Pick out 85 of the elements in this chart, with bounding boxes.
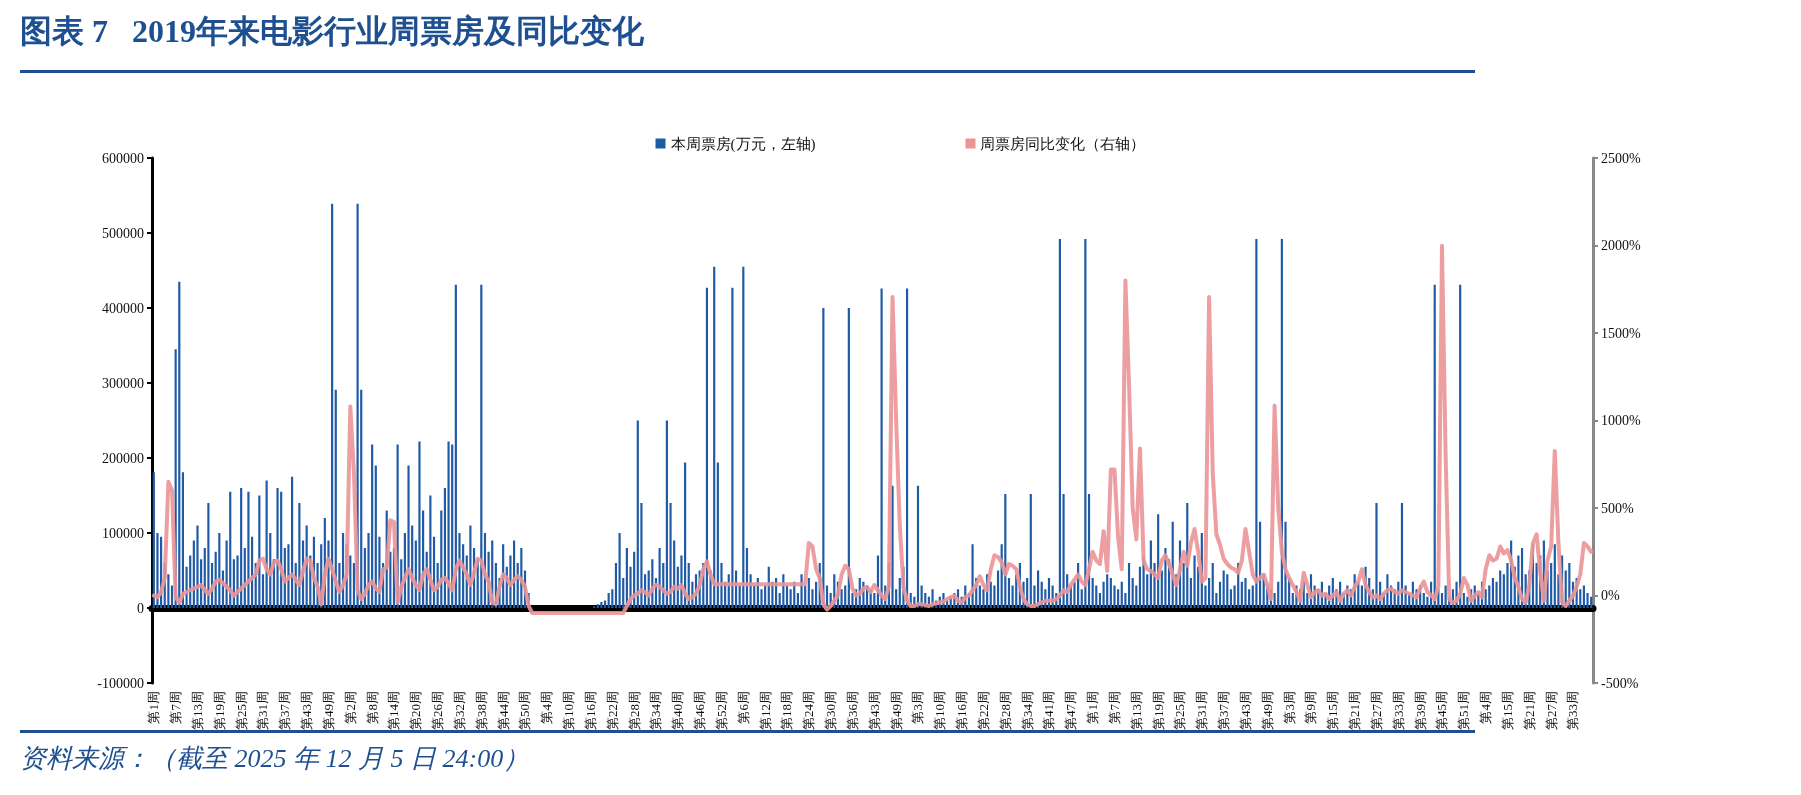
x-tick-label: 第49周 [320, 691, 336, 730]
x-tick-label: 第43周 [866, 691, 882, 730]
x-tick-label: 第14周 [386, 691, 402, 730]
x-tick-label: 第31周 [1194, 691, 1210, 730]
x-tick-label: 第28周 [626, 691, 642, 730]
x-tick-label: 第33周 [1565, 691, 1581, 730]
x-tick-label: 第15周 [1499, 691, 1515, 730]
legend-label: 周票房同比变化（右轴） [980, 135, 1146, 152]
x-tick-label: 第34周 [1019, 691, 1035, 730]
x-tick-label: 第28周 [997, 691, 1013, 730]
x-tick-label: 第3周 [910, 691, 926, 724]
y-tick-label: 300000 [102, 375, 144, 391]
y2-tick-label: -500% [1601, 675, 1639, 691]
y2-tick-label: 500% [1601, 500, 1634, 516]
x-tick-label: 第37周 [1216, 691, 1232, 730]
x-tick-label: 第30周 [823, 691, 839, 730]
x-tick-label: 第19周 [1150, 691, 1166, 730]
x-tick-label: 第16周 [582, 691, 598, 730]
x-tick-label: 第13周 [1128, 691, 1144, 730]
y2-tick-label: 1000% [1601, 413, 1641, 428]
chart-title: 图表 7 2019年来电影行业周票房及同比变化 [20, 10, 1475, 73]
x-tick-label: 第34周 [648, 691, 664, 730]
legend-label: 本周票房(万元，左轴) [670, 135, 816, 153]
x-tick-label: 第22周 [975, 691, 991, 730]
x-tick-label: 第6周 [735, 691, 751, 724]
x-tick-label: 第50周 [517, 691, 533, 730]
x-tick-label: 第38周 [473, 691, 489, 730]
x-tick-label: 第47周 [1063, 691, 1079, 730]
y-tick-label: -100000 [97, 675, 144, 691]
x-tick-label: 第2周 [342, 691, 358, 724]
x-tick-label: 第51周 [1456, 691, 1472, 730]
x-tick-label: 第40周 [670, 691, 686, 730]
y-tick-label: 100000 [102, 525, 144, 541]
x-tick-label: 第52周 [713, 691, 729, 730]
y-tick-label: 400000 [102, 300, 144, 316]
x-tick-label: 第7周 [1106, 691, 1122, 724]
x-tick-label: 第37周 [277, 691, 293, 730]
x-tick-label: 第4周 [539, 691, 555, 724]
x-tick-label: 第36周 [844, 691, 860, 730]
x-tick-label: 第27周 [1368, 691, 1384, 730]
y2-tick-label: 2500% [1601, 150, 1641, 166]
x-tick-label: 第1周 [1085, 691, 1101, 724]
x-tick-label: 第27周 [1543, 691, 1559, 730]
x-tick-label: 第8周 [364, 691, 380, 724]
x-tick-label: 第12周 [757, 691, 773, 730]
x-tick-label: 第33周 [1390, 691, 1406, 730]
y-tick-label: 600000 [102, 150, 144, 166]
x-tick-label: 第46周 [692, 691, 708, 730]
x-tick-label: 第39周 [1412, 691, 1428, 730]
x-tick-label: 第9周 [1303, 691, 1319, 724]
y2-tick-label: 0% [1601, 588, 1620, 603]
x-tick-label: 第41周 [1041, 691, 1057, 730]
x-tick-label: 第10周 [932, 691, 948, 730]
x-tick-label: 第43周 [299, 691, 315, 730]
x-tick-label: 第45周 [1434, 691, 1450, 730]
x-tick-label: 第4周 [1478, 691, 1494, 724]
x-tick-label: 第22周 [604, 691, 620, 730]
x-tick-label: 第16周 [954, 691, 970, 730]
x-tick-label: 第21周 [1521, 691, 1537, 730]
x-tick-label: 第26周 [430, 691, 446, 730]
x-tick-label: 第3周 [1281, 691, 1297, 724]
x-tick-label: 第24周 [801, 691, 817, 730]
y-tick-label: 200000 [102, 450, 144, 466]
x-tick-label: 第25周 [233, 691, 249, 730]
x-tick-label: 第10周 [561, 691, 577, 730]
y-tick-label: 500000 [102, 225, 144, 241]
x-tick-label: 第13周 [189, 691, 205, 730]
x-tick-label: 第19周 [211, 691, 227, 730]
y2-tick-label: 1500% [1601, 325, 1641, 341]
y-tick-label: 0 [137, 600, 144, 616]
x-tick-label: 第31周 [255, 691, 271, 730]
x-tick-label: 第49周 [1259, 691, 1275, 730]
text: 资料来源：（截至 2025 年 12 月 5 日 24:00） [20, 743, 531, 775]
x-tick-label: 第21周 [1347, 691, 1363, 730]
x-tick-label: 第15周 [1325, 691, 1341, 730]
x-tick-label: 第1周 [146, 691, 162, 724]
x-tick-label: 第43周 [1237, 691, 1253, 730]
x-tick-label: 第18周 [779, 691, 795, 730]
y2-tick-label: 2000% [1601, 238, 1641, 253]
x-tick-label: 第25周 [1172, 691, 1188, 730]
x-tick-label: 第44周 [495, 691, 511, 730]
x-tick-label: 第20周 [408, 691, 424, 730]
x-tick-label: 第49周 [888, 691, 904, 730]
x-tick-label: 第32周 [451, 691, 467, 730]
x-tick-label: 第7周 [168, 691, 184, 724]
